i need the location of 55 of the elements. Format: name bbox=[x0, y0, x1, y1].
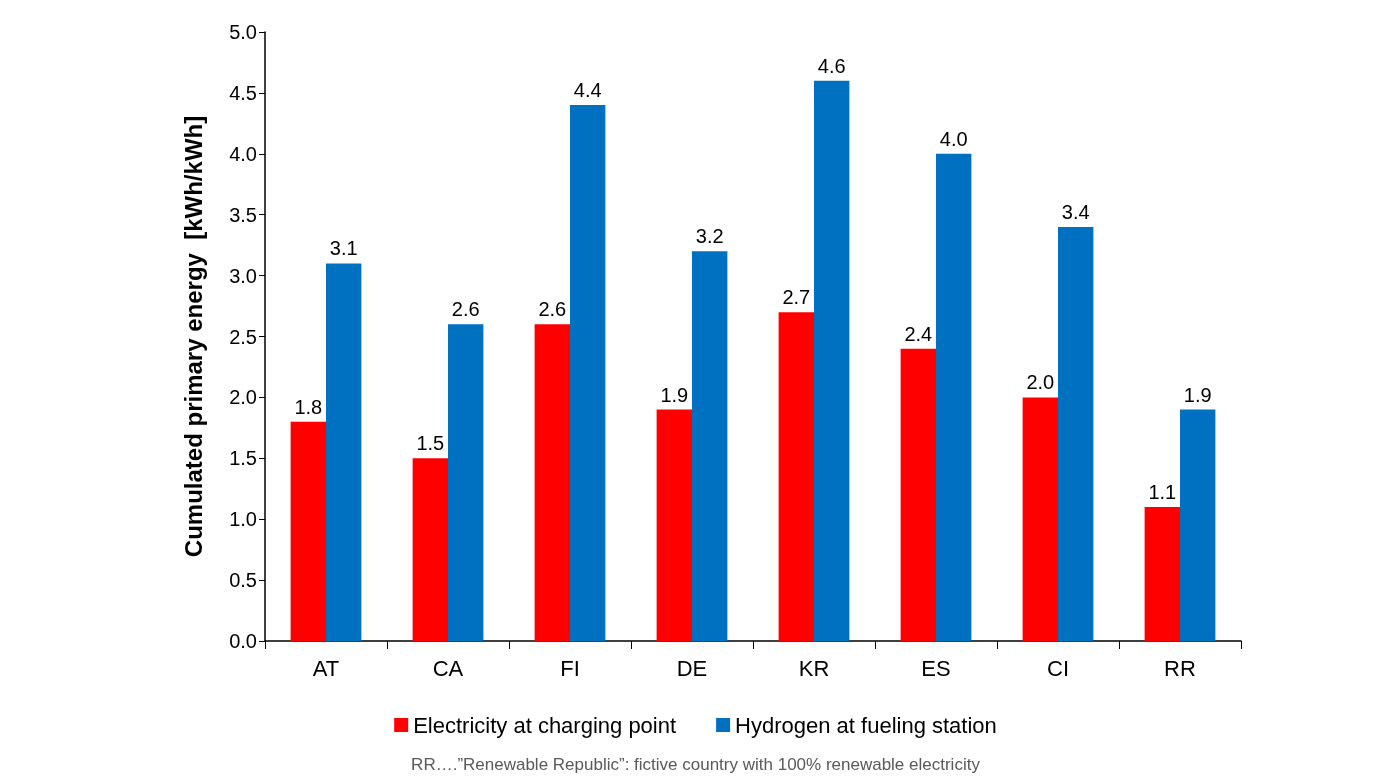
bar bbox=[1022, 397, 1058, 641]
bar bbox=[900, 348, 936, 641]
y-tick-label: 5.0 bbox=[229, 21, 257, 43]
data-label: 1.5 bbox=[416, 432, 445, 455]
text: RR….”Renewable Republic”: fictive country with 100% renewable electricity bbox=[411, 755, 981, 774]
y-tick-label: 0.0 bbox=[229, 630, 257, 652]
bar bbox=[534, 324, 570, 641]
bar bbox=[326, 263, 362, 641]
data-label: 1.9 bbox=[1183, 383, 1212, 406]
data-label: 3.1 bbox=[329, 237, 358, 260]
y-tick-label: 4.0 bbox=[229, 142, 257, 165]
legend-label: Electricity at charging point bbox=[413, 712, 677, 738]
data-label: 1.9 bbox=[660, 383, 689, 406]
legend-label: Hydrogen at fueling station bbox=[735, 712, 997, 738]
x-tick-label: KR bbox=[798, 655, 830, 681]
bar bbox=[412, 458, 448, 641]
data-label: 4.6 bbox=[817, 54, 846, 77]
y-tick-label: 2.0 bbox=[229, 386, 257, 409]
x-tick-label: AT bbox=[312, 655, 340, 681]
data-label: 2.4 bbox=[904, 322, 933, 345]
bar bbox=[1144, 507, 1180, 641]
y-axis-title: Cumulated primary energy [kWh/kWh] bbox=[179, 115, 207, 558]
bar bbox=[656, 409, 692, 641]
y-tick-label: 3.5 bbox=[229, 203, 257, 226]
y-tick-label: 1.5 bbox=[229, 447, 257, 470]
x-tick-label: CI bbox=[1047, 655, 1069, 681]
bar bbox=[1058, 226, 1094, 641]
x-tick-label: ES bbox=[921, 655, 951, 681]
bar bbox=[1180, 409, 1216, 641]
y-tick-label: 4.5 bbox=[229, 81, 257, 104]
data-label: 3.4 bbox=[1061, 200, 1090, 223]
data-label: 1.1 bbox=[1148, 481, 1177, 504]
data-label: 4.4 bbox=[573, 79, 602, 102]
data-label: 1.8 bbox=[294, 395, 323, 418]
bar bbox=[814, 80, 850, 641]
data-label: 4.0 bbox=[939, 127, 968, 150]
bar bbox=[692, 251, 728, 641]
bar bbox=[448, 324, 484, 641]
y-tick-label: 2.5 bbox=[229, 325, 257, 348]
data-label: 3.2 bbox=[695, 225, 724, 248]
bar bbox=[570, 105, 606, 641]
bar bbox=[778, 312, 814, 641]
x-tick-label: CA bbox=[432, 655, 464, 681]
data-label: 2.6 bbox=[451, 298, 480, 321]
x-tick-label: DE bbox=[676, 655, 708, 681]
x-tick-label: RR bbox=[1164, 655, 1196, 681]
y-tick-label: 0.5 bbox=[229, 569, 257, 592]
bar bbox=[936, 153, 972, 641]
y-tick-label: 1.0 bbox=[229, 508, 257, 531]
y-tick-label: 3.0 bbox=[229, 264, 257, 287]
x-tick-label: FI bbox=[560, 655, 580, 681]
data-label: 2.7 bbox=[782, 286, 811, 309]
data-label: 2.6 bbox=[538, 298, 567, 321]
bar bbox=[290, 421, 326, 641]
data-label: 2.0 bbox=[1026, 371, 1055, 394]
